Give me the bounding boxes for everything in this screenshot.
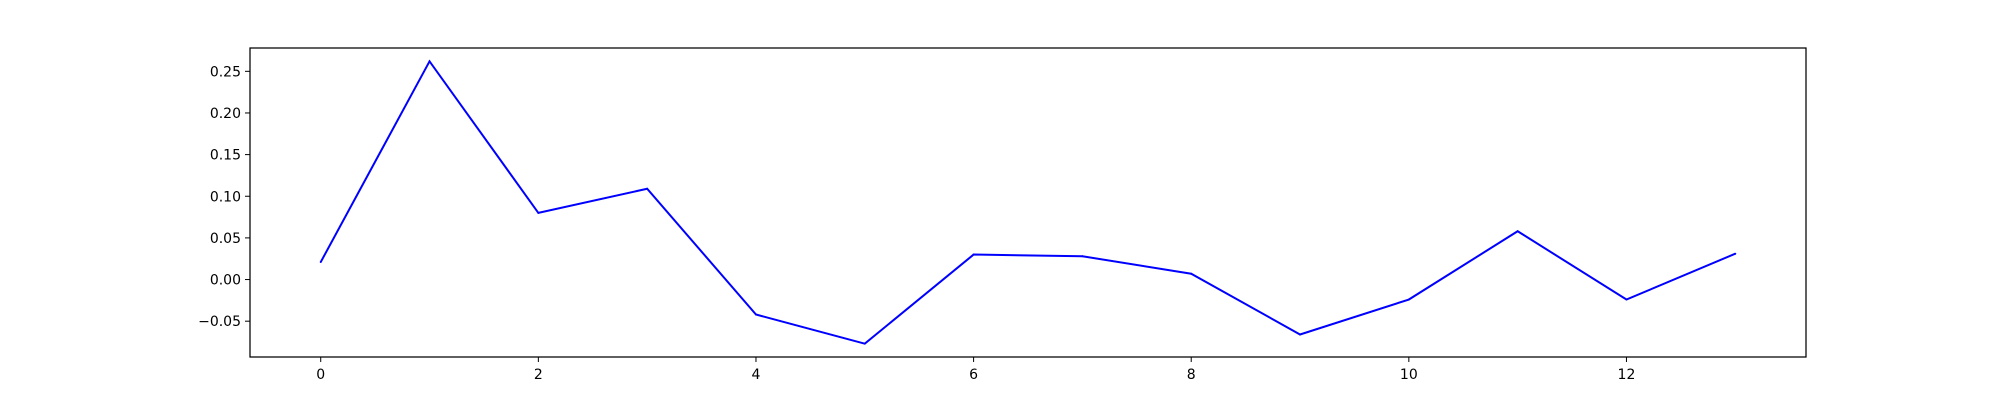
data-point <box>1625 298 1628 301</box>
x-tick-label: 4 <box>752 367 761 383</box>
data-point <box>646 187 649 190</box>
data-point <box>1516 230 1519 233</box>
data-point <box>1299 333 1302 336</box>
y-tick-label: −0.05 <box>198 314 241 330</box>
y-axis-ticks: −0.05 0.00 0.05 0.10 0.15 0.20 0.25 <box>198 64 250 330</box>
data-point <box>428 60 431 63</box>
data-point <box>1734 252 1737 255</box>
data-point <box>754 313 757 316</box>
x-tick-label: 6 <box>969 367 978 383</box>
x-tick-label: 0 <box>316 367 325 383</box>
data-point <box>319 261 322 264</box>
data-point <box>1081 255 1084 258</box>
data-point <box>863 342 866 345</box>
x-axis-ticks: 0 2 4 6 8 10 12 <box>316 357 1635 383</box>
series-layer <box>319 59 1737 345</box>
y-tick-label: 0.10 <box>210 189 241 205</box>
x-tick-label: 10 <box>1400 367 1418 383</box>
y-tick-label: 0.20 <box>210 106 241 122</box>
y-tick-label: 0.00 <box>210 273 241 289</box>
y-tick-label: 0.25 <box>210 64 241 80</box>
data-point <box>1190 272 1193 275</box>
y-tick-label: 0.15 <box>210 148 241 164</box>
data-point <box>972 253 975 256</box>
y-tick-label: 0.05 <box>210 231 241 247</box>
data-point <box>537 211 540 214</box>
series-line <box>319 59 1736 345</box>
data-point <box>1407 298 1410 301</box>
x-tick-label: 8 <box>1187 367 1196 383</box>
plot-frame <box>249 47 1807 358</box>
x-tick-label: 2 <box>534 367 543 383</box>
x-tick-label: 12 <box>1618 367 1636 383</box>
